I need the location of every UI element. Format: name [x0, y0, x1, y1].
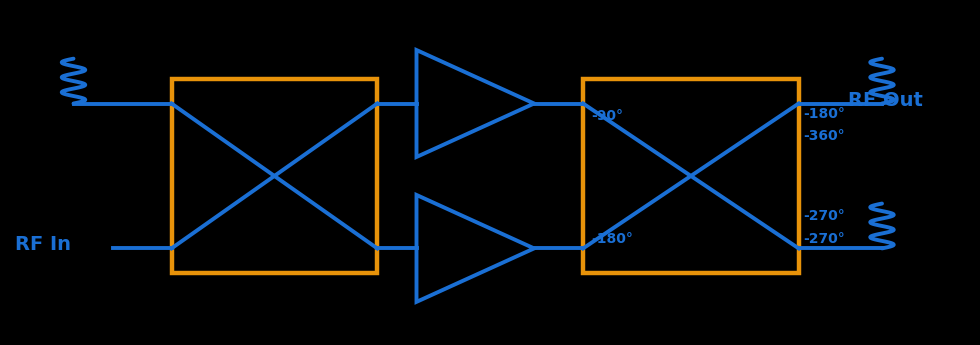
Text: -270°: -270°	[804, 208, 846, 223]
Text: -180°: -180°	[591, 231, 633, 246]
Text: RF Out: RF Out	[848, 90, 922, 110]
Text: -270°: -270°	[804, 231, 846, 246]
Text: -90°: -90°	[591, 109, 623, 123]
Bar	[583, 79, 799, 273]
Text: RF In: RF In	[15, 235, 71, 255]
Bar	[172, 79, 377, 273]
Text: -180°: -180°	[804, 107, 846, 121]
Text: -360°: -360°	[804, 129, 845, 144]
